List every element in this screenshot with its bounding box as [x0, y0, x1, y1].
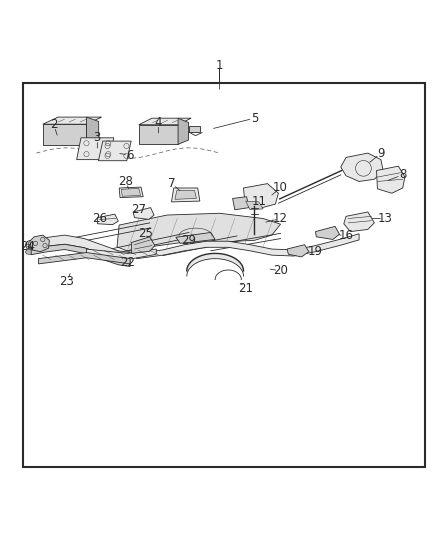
Polygon shape	[136, 234, 358, 259]
Text: 21: 21	[238, 282, 253, 295]
Bar	[23, 83, 424, 467]
Text: 16: 16	[338, 230, 353, 243]
Text: 25: 25	[138, 227, 152, 240]
Polygon shape	[315, 227, 339, 239]
Text: 5: 5	[250, 112, 258, 125]
Text: 22: 22	[120, 256, 135, 269]
Polygon shape	[286, 245, 308, 257]
Text: 29: 29	[181, 234, 196, 247]
Polygon shape	[171, 188, 199, 202]
Polygon shape	[25, 240, 31, 249]
Polygon shape	[175, 191, 196, 199]
Polygon shape	[98, 141, 131, 161]
Polygon shape	[138, 125, 178, 144]
Text: 2: 2	[50, 118, 57, 131]
Polygon shape	[31, 235, 130, 261]
Polygon shape	[43, 117, 102, 124]
Polygon shape	[243, 183, 278, 208]
Text: 11: 11	[251, 195, 266, 207]
Polygon shape	[245, 201, 262, 210]
Polygon shape	[131, 237, 155, 253]
Polygon shape	[343, 212, 374, 232]
Text: 8: 8	[398, 168, 406, 181]
Polygon shape	[39, 253, 130, 264]
Polygon shape	[77, 138, 113, 159]
Polygon shape	[97, 214, 118, 224]
Polygon shape	[86, 117, 99, 146]
Polygon shape	[376, 166, 404, 193]
Polygon shape	[232, 197, 249, 210]
Text: 9: 9	[376, 147, 384, 159]
Text: 6: 6	[126, 149, 134, 161]
Text: 13: 13	[377, 212, 392, 225]
Text: 7: 7	[167, 177, 175, 190]
Polygon shape	[119, 187, 143, 198]
Polygon shape	[133, 208, 154, 220]
Polygon shape	[25, 249, 31, 255]
Text: 20: 20	[272, 264, 287, 277]
Text: 26: 26	[92, 212, 107, 225]
Polygon shape	[340, 153, 382, 181]
Text: 1: 1	[215, 59, 223, 72]
Text: 3: 3	[93, 131, 101, 144]
Polygon shape	[30, 235, 49, 252]
Text: 24: 24	[20, 240, 35, 253]
Polygon shape	[86, 249, 156, 260]
Polygon shape	[186, 253, 243, 276]
Polygon shape	[178, 118, 188, 144]
Text: 28: 28	[118, 175, 133, 188]
Text: 27: 27	[131, 203, 146, 216]
Text: 10: 10	[272, 181, 287, 195]
Text: 12: 12	[272, 212, 287, 225]
Text: 4: 4	[154, 116, 162, 129]
Text: 23: 23	[59, 275, 74, 288]
Text: 19: 19	[307, 245, 322, 258]
Polygon shape	[117, 213, 280, 251]
Polygon shape	[121, 189, 140, 196]
Bar	[188, 126, 199, 132]
Polygon shape	[43, 124, 86, 146]
Polygon shape	[31, 244, 130, 266]
Polygon shape	[176, 232, 215, 244]
Polygon shape	[138, 118, 191, 125]
